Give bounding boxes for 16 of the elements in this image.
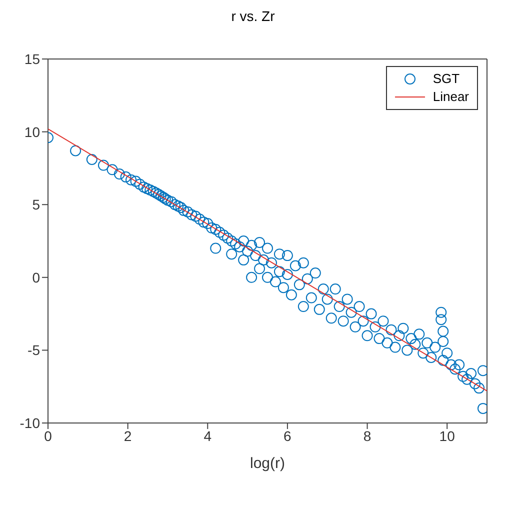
y-tick-label: 0 [32, 269, 40, 286]
x-tick-label: 10 [439, 428, 456, 444]
y-tick-label: 15 [24, 50, 40, 67]
legend-label: Linear [432, 88, 469, 106]
y-tick-label: -5 [28, 342, 40, 358]
x-tick-label: 4 [204, 428, 212, 444]
x-axis-title: log(r) [250, 455, 286, 472]
legend-label: SGT [432, 70, 460, 88]
x-tick-label: 0 [44, 428, 52, 444]
y-tick-label: 10 [24, 124, 40, 140]
y-tick-label: 5 [32, 196, 40, 213]
x-tick-label: 8 [363, 428, 372, 444]
x-tick-label: 6 [284, 428, 292, 444]
chart-title: r vs. Zr [230, 8, 276, 26]
x-tick-label: 2 [124, 428, 132, 444]
y-tick-label: -10 [20, 414, 40, 431]
